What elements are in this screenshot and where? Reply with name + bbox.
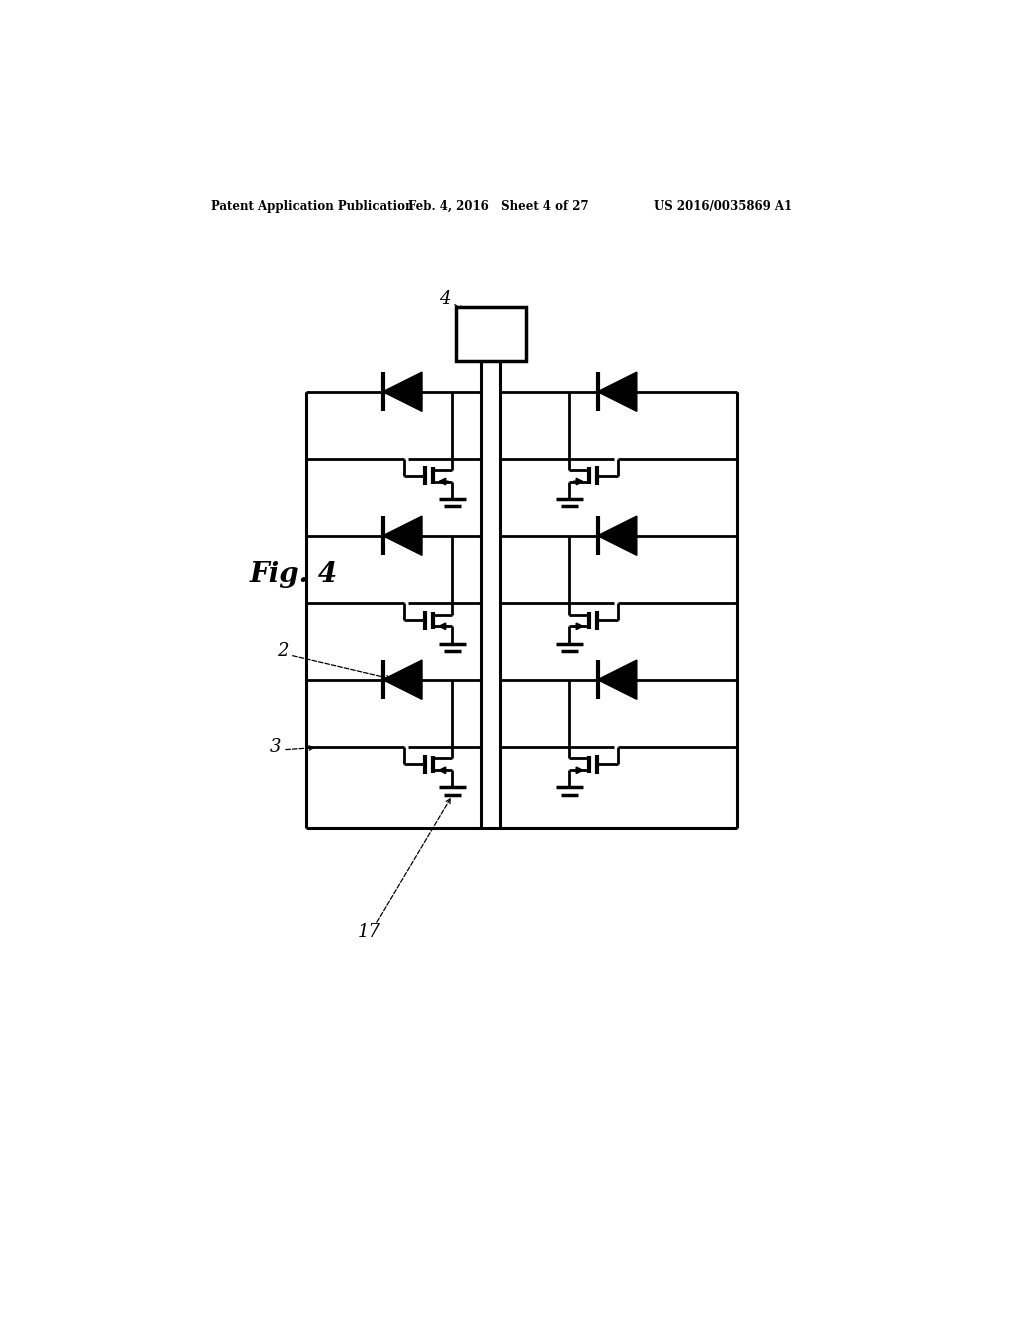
Text: 4: 4 xyxy=(438,289,451,308)
Text: Fig. 4: Fig. 4 xyxy=(250,561,338,587)
Text: 3: 3 xyxy=(270,738,282,756)
Polygon shape xyxy=(598,660,637,700)
Text: Patent Application Publication: Patent Application Publication xyxy=(211,199,413,213)
Polygon shape xyxy=(383,516,422,556)
Polygon shape xyxy=(383,372,422,412)
Text: US 2016/0035869 A1: US 2016/0035869 A1 xyxy=(654,199,793,213)
Text: 17: 17 xyxy=(357,923,381,941)
Bar xyxy=(456,308,525,360)
Text: Feb. 4, 2016   Sheet 4 of 27: Feb. 4, 2016 Sheet 4 of 27 xyxy=(408,199,589,213)
Polygon shape xyxy=(383,660,422,700)
Text: 2: 2 xyxy=(276,643,289,660)
Polygon shape xyxy=(598,372,637,412)
Polygon shape xyxy=(598,516,637,556)
